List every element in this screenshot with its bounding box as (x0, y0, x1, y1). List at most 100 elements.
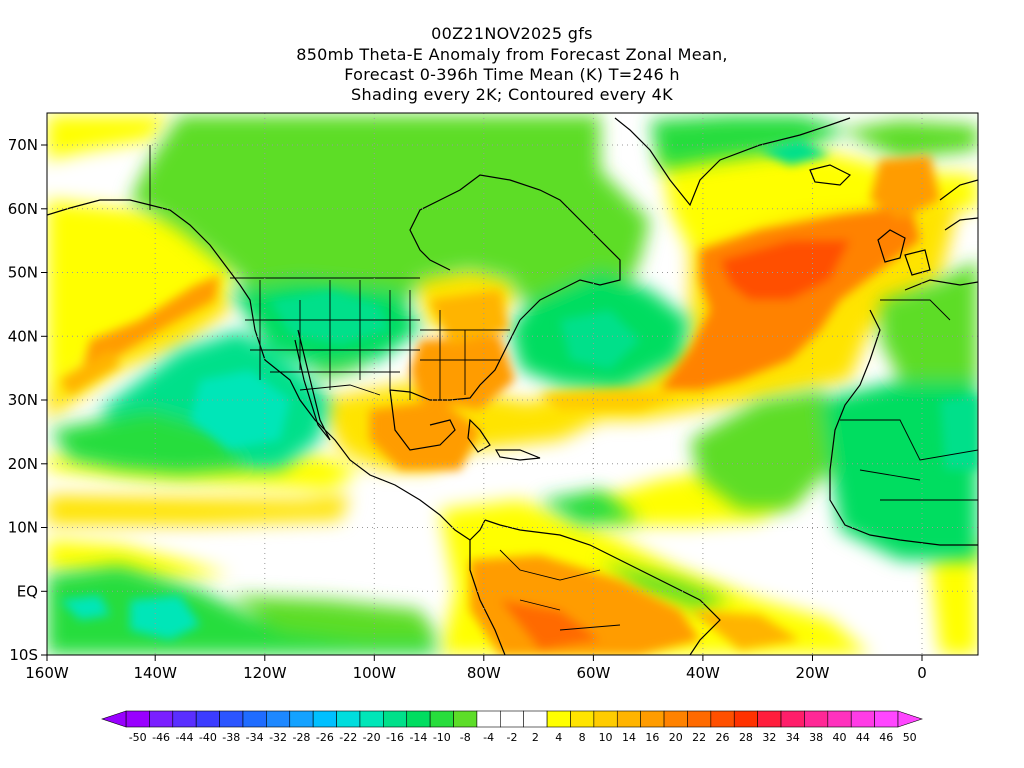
political-boundaries (149, 145, 978, 631)
colorbar-swatch (289, 710, 314, 728)
colorbar-swatch (312, 710, 337, 728)
colorbar-label: -8 (460, 731, 471, 744)
colorbar-swatch (266, 710, 291, 728)
x-tick-label: 0 (917, 664, 927, 682)
colorbar-label: 14 (622, 731, 636, 744)
colorbar-label: -34 (246, 731, 264, 744)
colorbar-swatch (850, 710, 875, 728)
grid-lines (47, 113, 978, 655)
colorbar-swatch (336, 710, 361, 728)
x-tick-label: 40W (686, 664, 720, 682)
anomaly-shading (47, 113, 978, 655)
colorbar-swatch (383, 710, 408, 728)
map-title-date: 00Z21NOV2025 gfs (431, 24, 593, 43)
map-title-forecast: Forecast 0-396h Time Mean (K) T=246 h (344, 65, 680, 84)
colorbar-label: 2 (532, 731, 539, 744)
x-tick-label: 140W (133, 664, 177, 682)
colorbar-label: 10 (599, 731, 613, 744)
colorbar-label: -32 (269, 731, 287, 744)
colorbar-label: -44 (176, 731, 194, 744)
axis-ticks (41, 144, 923, 661)
colorbar: -50 -46 -44 -40 -38 -34 -32 -28 -26 -22 -20 -16 -14-… (101, 710, 923, 744)
colorbar-label: -38 (222, 731, 240, 744)
colorbar-label: 38 (809, 731, 823, 744)
colorbar-label: 28 (739, 731, 753, 744)
colorbar-swatch (593, 710, 618, 728)
colorbar-label: 22 (692, 731, 706, 744)
x-tick-label: 120W (243, 664, 287, 682)
colorbar-label: 20 (669, 731, 683, 744)
colorbar-swatch (219, 710, 244, 728)
colorbar-swatch (827, 710, 852, 728)
coastlines (47, 117, 978, 655)
x-axis-labels: 160W 140W 120W 100W 80W 60W 40W 20W 0 (25, 664, 927, 682)
colorbar-swatch (172, 710, 197, 728)
y-tick-label: 50N (8, 264, 38, 282)
y-axis-labels: 70N 60N 50N 40N 30N 20N 10N EQ 10S (8, 136, 38, 664)
colorbar-swatch (429, 710, 454, 728)
colorbar-min-arrow (101, 710, 127, 728)
colorbar-swatch (406, 710, 431, 728)
map-title-field: 850mb Theta-E Anomaly from Forecast Zona… (296, 45, 728, 64)
colorbar-label: -22 (339, 731, 357, 744)
colorbar-swatch (733, 710, 758, 728)
colorbar-label: -46 (152, 731, 170, 744)
colorbar-swatch (616, 710, 641, 728)
colorbar-label: -14 (409, 731, 427, 744)
colorbar-label: 46 (879, 731, 893, 744)
colorbar-label: -4 (483, 731, 494, 744)
colorbar-swatch (523, 710, 548, 728)
colorbar-label: 26 (716, 731, 730, 744)
y-tick-label: 70N (8, 136, 38, 154)
colorbar-label: -40 (199, 731, 217, 744)
y-tick-label: 40N (8, 327, 38, 345)
colorbar-swatch (500, 710, 524, 728)
colorbar-swatch (640, 710, 665, 728)
colorbar-swatch (780, 710, 805, 728)
colorbar-swatch (149, 710, 174, 728)
colorbar-swatch (359, 710, 384, 728)
colorbar-swatch (453, 710, 478, 728)
x-tick-label: 20W (796, 664, 830, 682)
x-tick-label: 160W (25, 664, 69, 682)
x-tick-label: 100W (353, 664, 397, 682)
colorbar-label: 32 (762, 731, 776, 744)
colorbar-swatch (757, 710, 782, 728)
colorbar-swatch (874, 710, 899, 728)
colorbar-swatch (710, 710, 735, 728)
colorbar-label: 40 (833, 731, 847, 744)
y-tick-label: 10N (8, 519, 38, 537)
colorbar-label: 8 (579, 731, 586, 744)
colorbar-label: -50 (129, 731, 147, 744)
colorbar-label: 50 (903, 731, 917, 744)
colorbar-swatch (195, 710, 220, 728)
colorbar-label: 34 (786, 731, 800, 744)
y-tick-label: 10S (9, 646, 38, 664)
y-tick-label: 60N (8, 200, 38, 218)
colorbar-label: -16 (386, 731, 404, 744)
colorbar-label: -10 (433, 731, 451, 744)
colorbar-swatch (663, 710, 688, 728)
colorbar-max-arrow (897, 710, 923, 728)
x-tick-label: 80W (467, 664, 501, 682)
colorbar-label: -2 (507, 731, 518, 744)
colorbar-label: 44 (856, 731, 870, 744)
colorbar-swatch (125, 710, 150, 728)
colorbar-swatch (546, 710, 571, 728)
map-title-shading: Shading every 2K; Contoured every 4K (351, 85, 673, 104)
colorbar-swatch (804, 710, 829, 728)
colorbar-label: -26 (316, 731, 334, 744)
y-tick-label: 20N (8, 455, 38, 473)
colorbar-swatch (570, 710, 595, 728)
colorbar-swatch (242, 710, 267, 728)
colorbar-label: 4 (555, 731, 562, 744)
colorbar-label: -20 (363, 731, 381, 744)
colorbar-swatch (687, 710, 712, 728)
colorbar-label: 16 (645, 731, 659, 744)
x-tick-label: 60W (576, 664, 610, 682)
colorbar-swatch (476, 710, 501, 728)
y-tick-label: EQ (17, 582, 38, 600)
colorbar-label: -28 (292, 731, 310, 744)
map-frame (46, 112, 979, 656)
